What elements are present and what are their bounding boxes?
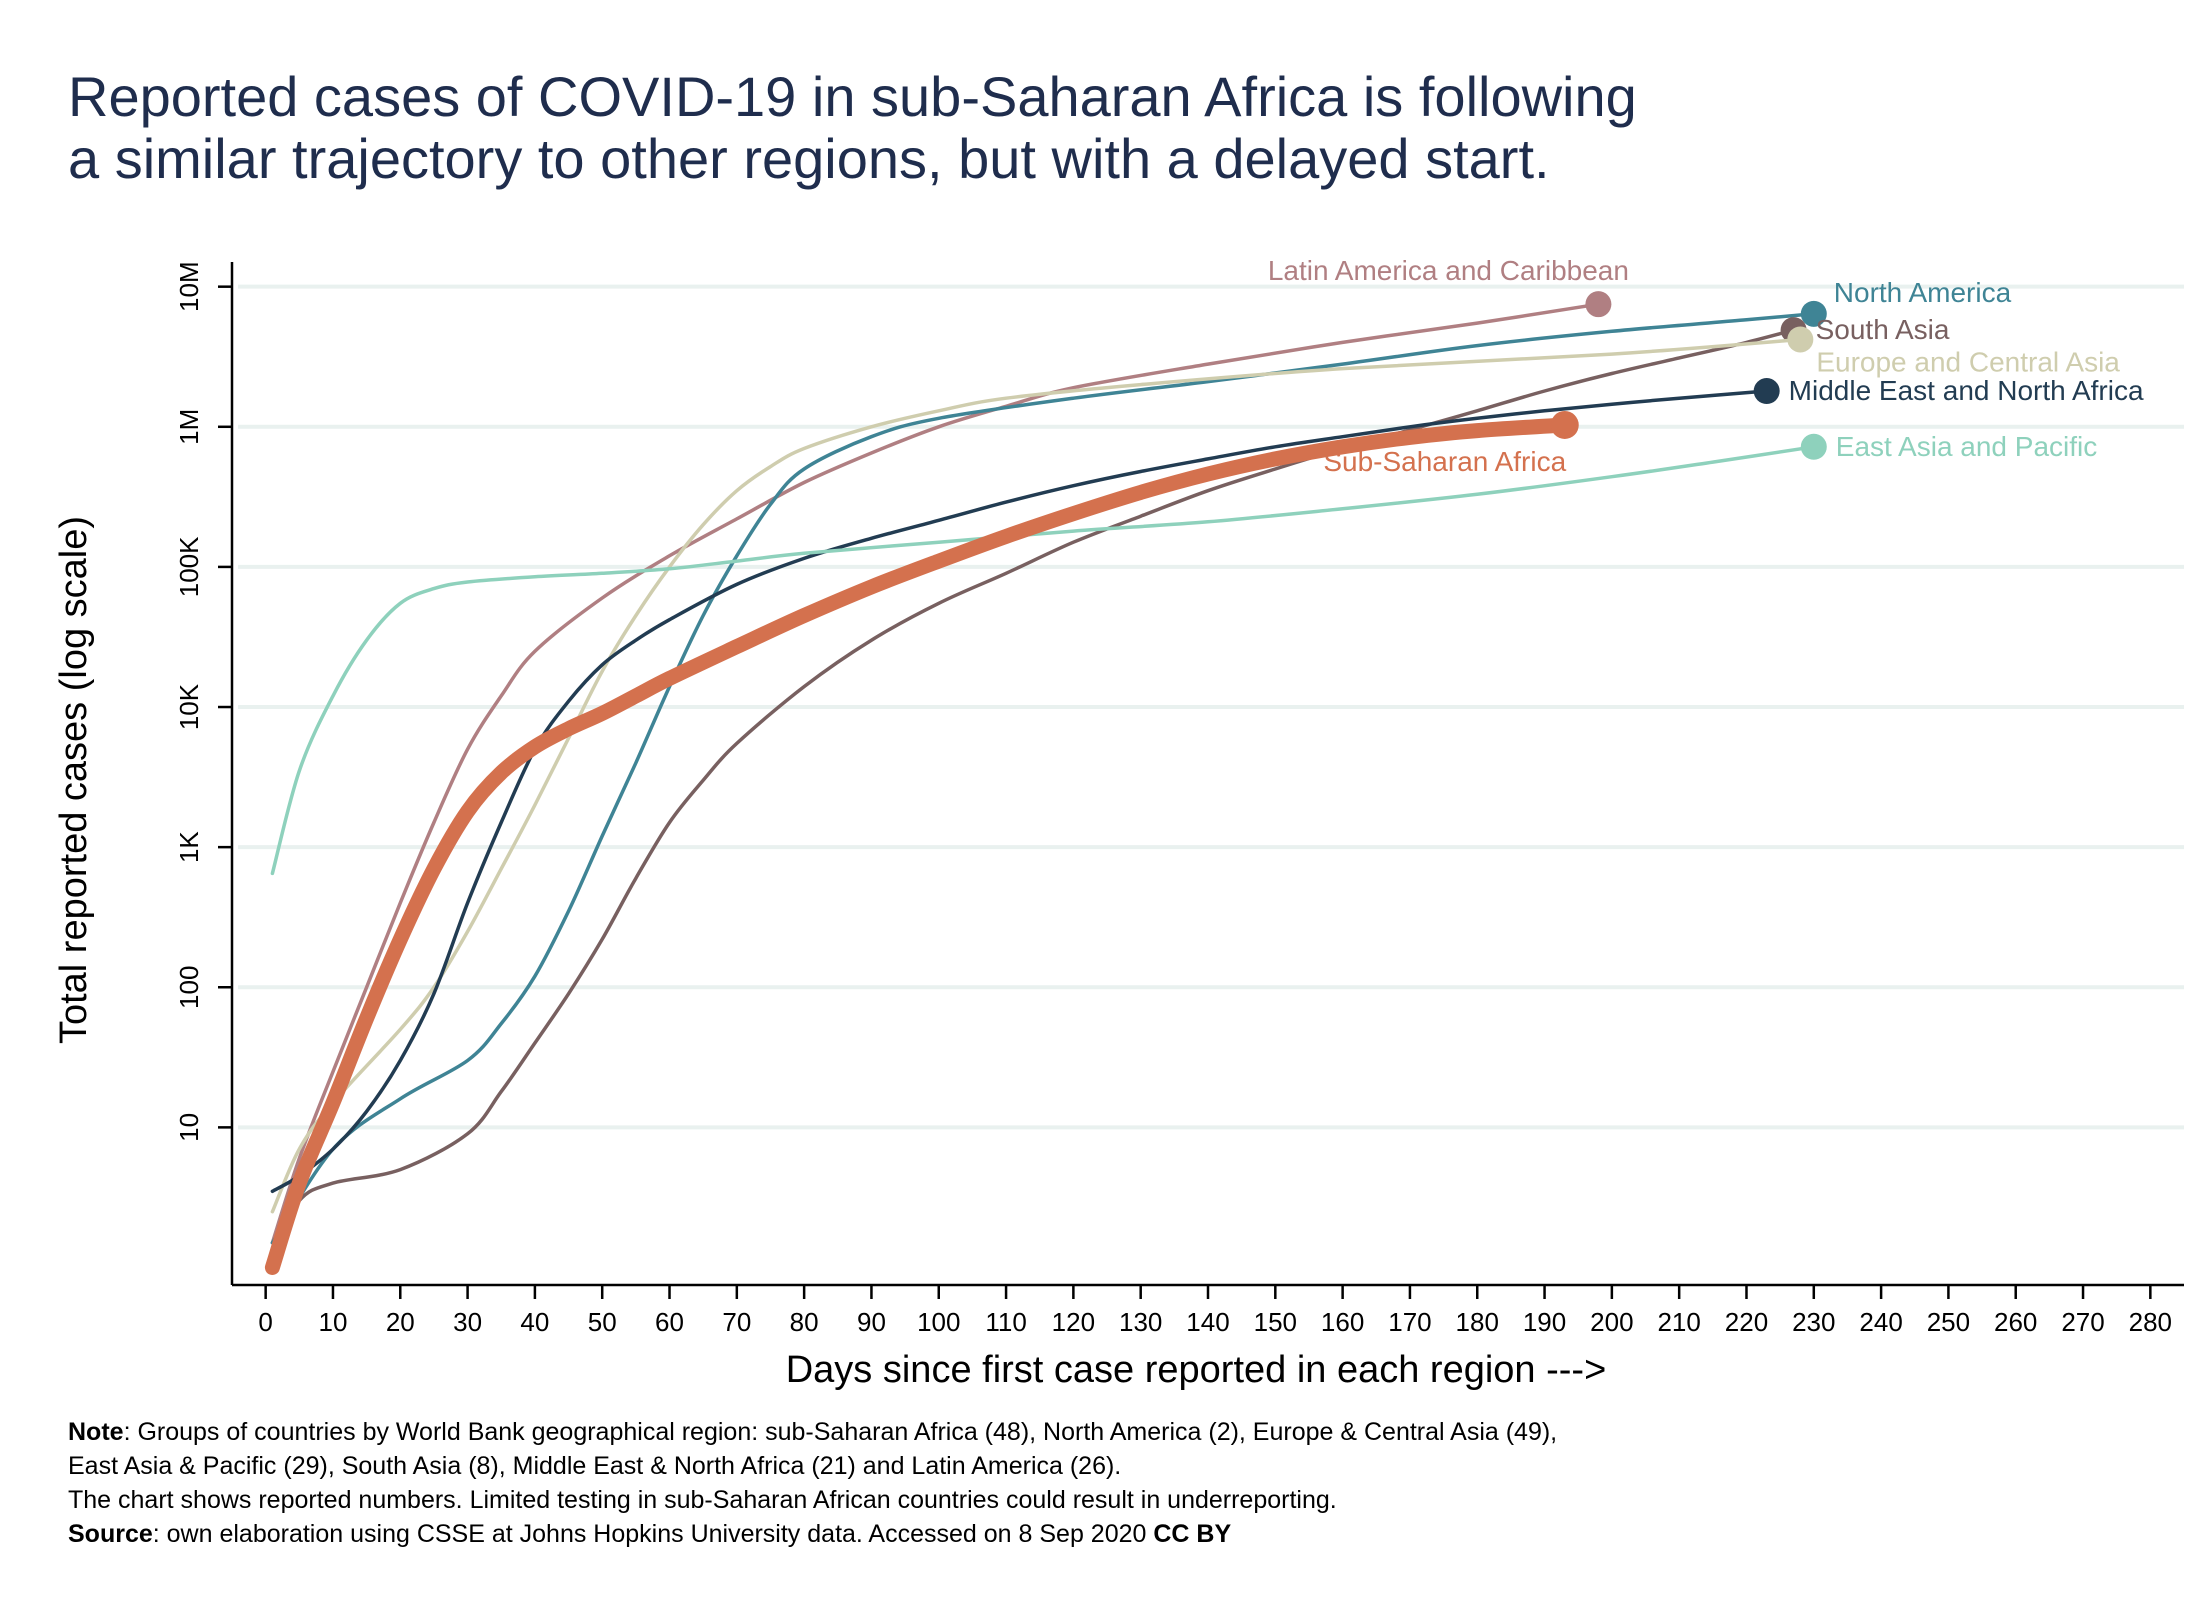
- x-tick-label: 60: [655, 1307, 684, 1337]
- series-endpoint-east-asia-and-pacific: [1800, 433, 1827, 460]
- source-line: Source: own elaboration using CSSE at Jo…: [68, 1517, 1557, 1551]
- x-tick-label: 250: [1927, 1307, 1970, 1337]
- x-tick-label: 180: [1456, 1307, 1499, 1337]
- chart-title-line1: Reported cases of COVID-19 in sub-Sahara…: [68, 65, 1637, 128]
- y-tick-label: 10K: [174, 683, 204, 730]
- y-tick-label: 10M: [174, 261, 204, 312]
- series-endpoint-europe-and-central-asia: [1787, 326, 1814, 353]
- source-label: Source: [68, 1520, 153, 1548]
- x-tick-label: 0: [258, 1307, 272, 1337]
- y-tick-label: 10: [174, 1113, 204, 1142]
- x-tick-label: 200: [1590, 1307, 1633, 1337]
- y-axis-title: Total reported cases (log scale): [53, 516, 95, 1044]
- x-tick-label: 270: [2061, 1307, 2104, 1337]
- x-tick-label: 30: [453, 1307, 482, 1337]
- note-line-1: Note: Groups of countries by World Bank …: [68, 1415, 1557, 1449]
- series-label-east-asia-and-pacific: East Asia and Pacific: [1836, 431, 2097, 462]
- chart-notes: Note: Groups of countries by World Bank …: [68, 1415, 1557, 1551]
- note-text-1: : Groups of countries by World Bank geog…: [123, 1418, 1558, 1446]
- series-endpoint-latin-america-and-caribbean: [1585, 291, 1612, 318]
- y-tick-label: 100K: [174, 536, 204, 597]
- x-tick-label: 240: [1859, 1307, 1902, 1337]
- line-chart: 0 10 20 30 40 50 60 70 80 90 100 110 120 130 140 150 160…: [53, 255, 2184, 1391]
- chart-title-line2: a similar trajectory to other regions, b…: [68, 127, 1550, 190]
- x-tick-label: 150: [1254, 1307, 1297, 1337]
- series-endpoint-sub-saharan-africa: [1550, 410, 1579, 439]
- x-tick-label: 280: [2129, 1307, 2172, 1337]
- x-tick-label: 220: [1725, 1307, 1768, 1337]
- x-tick-label: 40: [520, 1307, 549, 1337]
- y-tick-label: 1M: [174, 409, 204, 445]
- x-tick-label: 230: [1792, 1307, 1835, 1337]
- x-tick-label: 80: [790, 1307, 819, 1337]
- x-tick-label: 100: [917, 1307, 960, 1337]
- series-line-latin-america-and-caribbean: [270, 302, 1601, 1245]
- x-tick-label: 170: [1388, 1307, 1431, 1337]
- x-axis-ticks: 0 10 20 30 40 50 60 70 80 90 100 110 120 130 140 150 160…: [258, 1285, 2172, 1337]
- y-tick-label: 100: [174, 966, 204, 1009]
- x-axis-title: Days since first case reported in each r…: [786, 1349, 1607, 1391]
- note-label: Note: [68, 1418, 124, 1446]
- note-line-2: East Asia & Pacific (29), South Asia (8)…: [68, 1452, 1122, 1480]
- y-axis-ticks: 10 100 1K 10K 100K 1M 10M: [174, 261, 232, 1142]
- series-label-europe-and-central-asia: Europe and Central Asia: [1816, 346, 2120, 377]
- series-endpoint-north-america: [1800, 300, 1827, 327]
- series-line-sub-saharan-africa: [264, 417, 1573, 1275]
- note-line-3: The chart shows reported numbers. Limite…: [68, 1486, 1337, 1514]
- source-text: : own elaboration using CSSE at Johns Ho…: [152, 1520, 1154, 1548]
- series-line-north-america: [270, 312, 1816, 1245]
- x-tick-label: 70: [722, 1307, 751, 1337]
- series-labels: Latin America and Caribbean North America…: [1268, 255, 2144, 477]
- series-line-europe-and-central-asia: [270, 337, 1803, 1214]
- x-tick-label: 110: [985, 1307, 1026, 1337]
- x-tick-label: 90: [857, 1307, 886, 1337]
- x-tick-label: 260: [1994, 1307, 2037, 1337]
- series-line-east-asia-and-pacific: [270, 445, 1816, 876]
- series-label-sub-saharan-africa: Sub-Saharan Africa: [1323, 446, 1566, 477]
- grid-lines: [238, 284, 2184, 1130]
- series-label-middle-east-and-north-africa: Middle East and North Africa: [1789, 375, 2144, 406]
- series-endpoint-middle-east-and-north-africa: [1753, 378, 1780, 405]
- series-label-north-america: North America: [1834, 277, 2012, 308]
- series-label-latin-america-and-caribbean: Latin America and Caribbean: [1268, 255, 1629, 286]
- y-tick-label: 1K: [174, 831, 204, 863]
- x-tick-label: 190: [1523, 1307, 1566, 1337]
- x-tick-label: 140: [1186, 1307, 1229, 1337]
- series-line-south-asia: [270, 328, 1796, 1254]
- series-lines: [264, 291, 1827, 1275]
- license-label: CC BY: [1153, 1520, 1232, 1548]
- axes: [230, 262, 2184, 1287]
- x-tick-label: 50: [588, 1307, 617, 1337]
- x-tick-label: 160: [1321, 1307, 1364, 1337]
- x-tick-label: 120: [1052, 1307, 1095, 1337]
- series-label-south-asia: South Asia: [1816, 314, 1950, 345]
- x-tick-label: 20: [386, 1307, 415, 1337]
- chart-title: Reported cases of COVID-19 in sub-Sahara…: [68, 66, 2068, 190]
- series-line-middle-east-and-north-africa: [270, 389, 1769, 1194]
- x-tick-label: 210: [1657, 1307, 1700, 1337]
- x-tick-label: 10: [319, 1307, 348, 1337]
- x-tick-label: 130: [1119, 1307, 1162, 1337]
